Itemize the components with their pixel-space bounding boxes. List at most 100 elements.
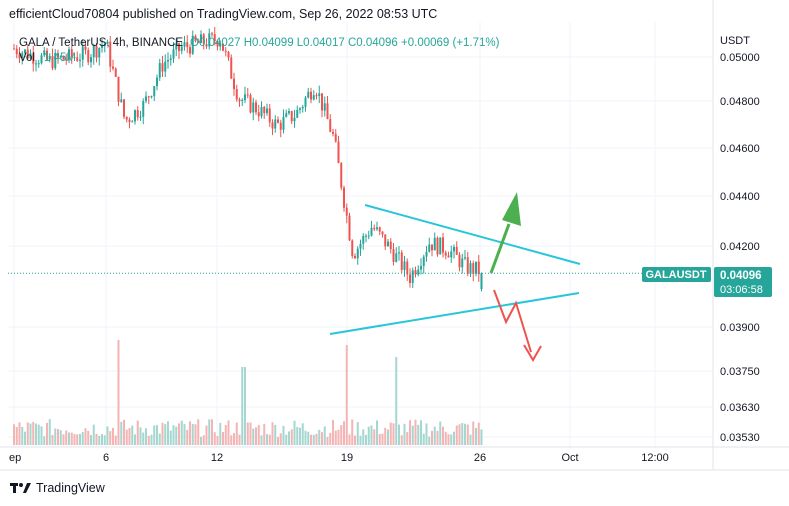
footer-brand: TradingView	[36, 481, 105, 495]
price-tick-label: 0.03530	[720, 432, 760, 444]
volume-bar	[431, 430, 433, 445]
candle-body	[384, 234, 387, 247]
candle-body	[475, 261, 477, 274]
volume-bar	[244, 367, 246, 445]
candle-body	[186, 42, 189, 48]
volume-bar	[40, 426, 43, 445]
candle-body	[414, 270, 417, 275]
candle-body	[351, 240, 354, 256]
volume-bar	[120, 421, 123, 445]
volume-bar	[26, 422, 29, 445]
candle-body	[169, 58, 172, 61]
volume-bar	[241, 367, 244, 445]
volume-bar	[238, 434, 241, 445]
legend-volume-label: Vol	[19, 52, 35, 64]
volume-bar	[274, 424, 277, 445]
volume-bar	[57, 429, 59, 445]
volume-bar	[123, 419, 125, 445]
candle-body	[268, 108, 271, 123]
candle-body	[211, 33, 213, 35]
breakout-up-arrow	[489, 192, 521, 274]
footer: TradingView	[10, 481, 105, 495]
candle-body	[395, 253, 398, 262]
price-tick-label: 0.04800	[720, 96, 760, 108]
volume-bar	[186, 429, 189, 445]
candle-body	[359, 243, 362, 249]
candle-body	[13, 48, 15, 50]
candle-body	[79, 59, 81, 61]
volume-bar	[400, 435, 403, 445]
volume-bar	[175, 426, 178, 445]
candle-body	[299, 108, 301, 110]
volume-bar	[453, 431, 455, 445]
candle-body	[156, 77, 158, 87]
candle-body	[131, 121, 134, 123]
candle-body	[147, 96, 150, 98]
candle-body	[222, 43, 224, 51]
candle-body	[57, 52, 59, 58]
arrow-up-head	[502, 192, 521, 226]
volume-bar	[277, 436, 279, 445]
volume-bar	[367, 426, 370, 445]
candle-body	[389, 241, 392, 250]
candle-body	[24, 49, 26, 54]
candle-body	[326, 103, 329, 120]
volume-bar	[13, 424, 15, 445]
candle-body	[134, 110, 136, 122]
candle-body	[285, 113, 288, 117]
candle-body	[365, 235, 367, 237]
candle-body	[128, 119, 131, 122]
volume-bar	[15, 426, 18, 445]
price-tick-label: 0.04600	[720, 143, 760, 155]
candle-body	[398, 252, 400, 254]
volume-bar	[315, 433, 318, 445]
volume-bar	[466, 424, 469, 445]
candle-body	[161, 63, 164, 72]
publisher-line: efficientCloud70804 published on Trading…	[9, 7, 438, 21]
volume-bar	[348, 434, 351, 445]
candle-body	[92, 45, 95, 58]
volume-bar	[35, 423, 37, 445]
volume-bar	[84, 428, 87, 445]
candle-body	[103, 44, 106, 47]
volume-bar	[59, 430, 62, 445]
volume-bar	[191, 423, 194, 445]
candle-body	[40, 55, 43, 64]
volume-bar	[293, 420, 296, 445]
candle-body	[37, 63, 40, 65]
volume-bar	[90, 435, 92, 445]
candle-body	[307, 91, 310, 98]
candle-body	[400, 252, 403, 270]
candle-body	[304, 97, 307, 107]
candle-body	[227, 51, 230, 58]
volume-bar	[169, 430, 172, 445]
volume-bar	[422, 433, 425, 445]
candle-body	[381, 231, 384, 235]
candle-body	[235, 89, 238, 100]
volume-bar	[268, 434, 271, 445]
candle-body	[202, 34, 205, 45]
candle-body	[172, 49, 175, 59]
time-tick-label: 12	[211, 452, 223, 464]
volume-bar	[296, 427, 299, 445]
candle-body	[252, 102, 255, 113]
volume-bar	[128, 427, 131, 445]
volume-bar	[98, 435, 101, 445]
volume-bar	[290, 429, 293, 445]
candle-body	[87, 50, 90, 63]
candle-body	[428, 244, 431, 252]
time-tick-label: 12:00	[641, 452, 669, 464]
volume-bar	[417, 424, 420, 445]
volume-bar	[189, 421, 191, 445]
candle-body	[26, 49, 29, 59]
volume-bar	[139, 427, 142, 445]
candle-body	[15, 48, 18, 55]
legend-ohlc: O0.04027 H0.04099 L0.04017 C0.04096 +0.0…	[190, 37, 500, 49]
candle-body	[296, 109, 299, 118]
volume-bar	[257, 424, 260, 445]
candle-body	[191, 35, 194, 54]
volume-bar	[164, 424, 167, 445]
volume-bar	[222, 431, 224, 445]
candle-body	[288, 111, 290, 114]
